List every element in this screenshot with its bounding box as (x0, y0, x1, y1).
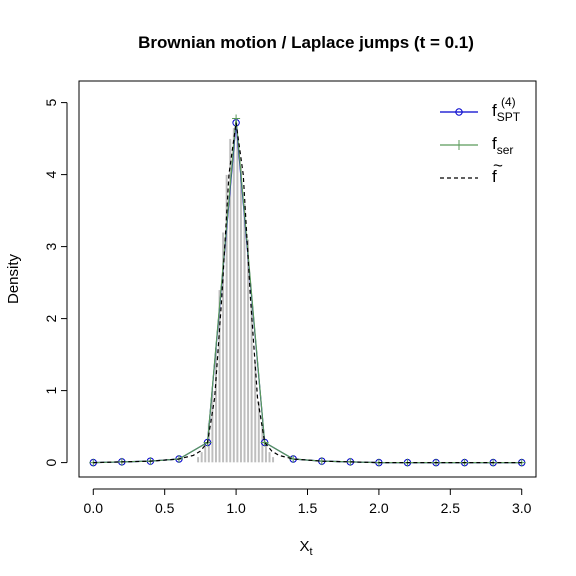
x-axis-label: Xt (299, 538, 312, 558)
legend-label-subscript-1: ser (497, 143, 514, 157)
y-tick-label-0: 0 (43, 458, 59, 466)
y-tick-label-4: 4 (43, 170, 59, 178)
histogram-bar-0 (196, 456, 200, 463)
histogram-bar-13 (242, 203, 247, 463)
legend-marker-1 (454, 140, 464, 150)
legend-label-2: f (492, 167, 497, 186)
y-axis: 0 1 2 3 4 5 (43, 98, 68, 466)
y-tick-label-2: 2 (43, 314, 59, 322)
histogram-bar-12 (239, 167, 243, 463)
chart-title: Brownian motion / Laplace jumps (t = 0.1… (138, 33, 474, 52)
x-axis-label-main: X (299, 538, 309, 555)
legend-label-main-2: f (492, 167, 497, 186)
legend-label-0: fSPT (492, 101, 521, 124)
series-line-2 (93, 122, 522, 464)
series-line-0 (93, 122, 522, 464)
y-axis-label: Density (5, 253, 22, 304)
series-1-point-5 (232, 114, 241, 123)
histogram-bar-1 (200, 451, 204, 463)
histogram-bar-10 (232, 127, 236, 463)
legend-label-subscript-0: SPT (497, 110, 521, 124)
plot-content (89, 114, 526, 467)
histogram-bar-21 (271, 456, 275, 463)
histogram-bar-9 (228, 138, 232, 463)
histogram-bar-17 (257, 401, 261, 463)
legend-label-superscript-0: (4) (501, 95, 516, 109)
histogram-bar-11 (235, 134, 239, 463)
y-tick-label-5: 5 (43, 98, 59, 106)
histogram-bar-14 (246, 239, 250, 463)
histogram-bar-20 (267, 451, 272, 463)
x-tick-label-0: 0.0 (84, 500, 104, 516)
histogram-bar-7 (221, 231, 225, 463)
x-tick-label-4: 2.0 (369, 500, 389, 516)
y-tick-label-3: 3 (43, 242, 59, 250)
x-axis-label-subscript: t (309, 546, 312, 558)
legend-label-main-0: f (492, 101, 497, 120)
x-tick-label-1: 0.5 (155, 500, 175, 516)
legend-label-main-1: f (492, 134, 497, 153)
x-tick-label-2: 1.0 (226, 500, 246, 516)
x-tick-label-3: 1.5 (298, 500, 318, 516)
series-line-1 (93, 118, 522, 464)
plot-frame (78, 80, 537, 478)
x-tick-label-5: 2.5 (441, 500, 461, 516)
histogram-bar-6 (217, 289, 222, 463)
y-tick-label-1: 1 (43, 386, 59, 394)
legend-label-1: fser (492, 134, 513, 157)
histogram-bar-15 (250, 303, 254, 463)
x-tick-label-6: 3.0 (512, 500, 532, 516)
legend-marker-0 (455, 108, 463, 116)
x-axis: 0.0 0.5 1.0 1.5 2.0 2.5 3.0 (84, 488, 532, 516)
legend-label-accent-2: ~ (493, 156, 503, 175)
histogram-bar-8 (225, 174, 229, 463)
